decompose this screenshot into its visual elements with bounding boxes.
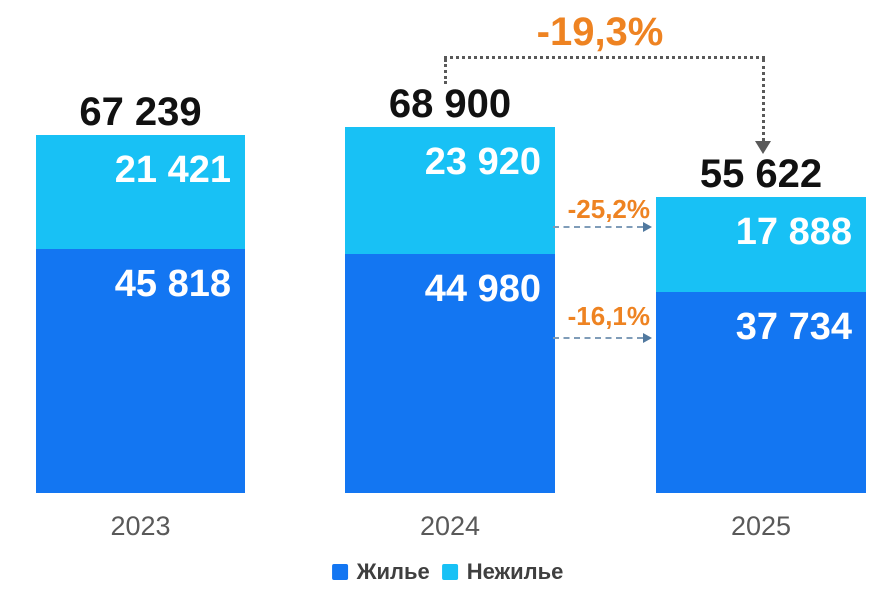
dashed-arrow-lower-icon <box>553 337 643 339</box>
value-label-2024-residential: 44 980 <box>424 268 541 310</box>
category-label-2024: 2024 <box>419 511 481 541</box>
legend-label-nonresidential: Нежилье <box>466 559 564 584</box>
value-label-2025-nonresidential: 17 888 <box>735 211 852 253</box>
value-label-2024-nonresidential: 23 920 <box>424 141 541 183</box>
value-label-2023-residential: 45 818 <box>114 263 231 305</box>
residential-change-label: -16,1% <box>567 301 650 331</box>
legend-item-residential: Жилье <box>331 559 430 584</box>
segment-2024-residential: 44 980 <box>345 254 555 493</box>
arrowhead-right-upper-icon <box>643 222 652 232</box>
value-label-2023-nonresidential: 21 421 <box>114 149 231 191</box>
total-label-2024: 68 900 <box>388 82 512 126</box>
bar-2024: 68 900 23 920 44 980 <box>345 84 555 493</box>
dotted-arrow-stub-icon <box>444 59 447 84</box>
total-label-2025: 55 622 <box>699 152 823 196</box>
arrowhead-down-icon <box>755 141 771 154</box>
arrowhead-right-lower-icon <box>643 333 652 343</box>
value-label-2025-residential: 37 734 <box>735 306 852 348</box>
legend-swatch-nonresidential-icon <box>441 564 458 580</box>
bar-2023: 67 239 21 421 45 818 <box>36 92 245 493</box>
total-label-2023: 67 239 <box>79 90 202 134</box>
legend-label-residential: Жилье <box>356 559 430 584</box>
dashed-arrow-upper-icon <box>553 226 643 228</box>
legend-item-nonresidential: Нежилье <box>441 559 564 584</box>
total-change-label: -19,3% <box>536 10 664 54</box>
category-label-2025: 2025 <box>730 511 792 541</box>
nonresidential-change-label: -25,2% <box>567 194 650 224</box>
segment-2025-residential: 37 734 <box>656 292 866 493</box>
segment-2025-nonresidential: 17 888 <box>656 197 866 292</box>
bar-2025: 55 622 17 888 37 734 <box>656 154 866 493</box>
legend-swatch-residential-icon <box>331 564 348 580</box>
segment-2024-nonresidential: 23 920 <box>345 127 555 254</box>
segment-2023-nonresidential: 21 421 <box>36 135 245 249</box>
segment-2023-residential: 45 818 <box>36 249 245 493</box>
dotted-arrow-horizontal-icon <box>444 56 765 59</box>
dotted-arrow-drop-icon <box>762 59 765 141</box>
legend: Жилье Нежилье <box>331 559 564 584</box>
category-label-2023: 2023 <box>110 511 171 541</box>
